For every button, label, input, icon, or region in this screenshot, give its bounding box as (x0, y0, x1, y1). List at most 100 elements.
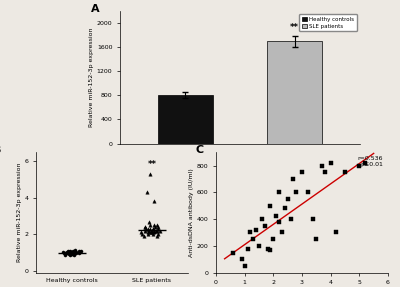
Text: B: B (0, 145, 2, 155)
Point (290, 177, 296, 181)
Point (284, 197, 291, 201)
Legend: Healthy controls, SLE patients: Healthy controls, SLE patients (299, 14, 357, 32)
Point (151, 199, 157, 204)
Point (151, 228, 157, 233)
Point (319, 163, 325, 168)
Point (154, 226, 161, 231)
Point (299, 170, 305, 174)
Bar (158, 96, 213, 144)
Point (153, 228, 159, 233)
Point (148, 230, 155, 235)
Point (68, 251, 74, 256)
Point (72, 247, 78, 252)
Text: C: C (195, 145, 204, 155)
Point (72, 251, 79, 256)
Point (273, 214, 279, 219)
Point (276, 190, 282, 195)
Point (259, 217, 265, 221)
Point (238, 257, 245, 261)
Point (154, 223, 161, 228)
Point (150, 226, 156, 231)
Point (147, 226, 153, 231)
Point (244, 246, 251, 251)
Point (66, 250, 72, 255)
Point (148, 230, 154, 235)
Point (146, 219, 152, 224)
Point (66, 250, 73, 255)
Point (154, 228, 160, 233)
Point (60, 251, 67, 256)
Point (362, 160, 368, 165)
Point (69, 252, 75, 257)
Y-axis label: Relative miR-152-3p expression: Relative miR-152-3p expression (16, 163, 22, 262)
Point (64, 249, 70, 254)
Point (147, 172, 154, 176)
Point (150, 232, 156, 236)
Point (138, 230, 144, 235)
Point (287, 217, 294, 221)
Point (155, 225, 161, 229)
Point (76, 250, 82, 255)
Point (70, 252, 77, 257)
Point (68, 250, 74, 255)
Point (68, 252, 74, 257)
Point (145, 230, 152, 235)
Point (282, 206, 288, 211)
Point (242, 264, 248, 268)
Point (145, 232, 152, 236)
Point (143, 226, 149, 231)
Point (60, 249, 66, 254)
Point (230, 250, 236, 255)
Point (156, 228, 163, 233)
Point (356, 163, 362, 168)
Point (333, 230, 340, 235)
Point (66, 253, 73, 258)
Point (253, 228, 259, 232)
Point (322, 170, 328, 174)
Point (150, 226, 156, 231)
Text: A: A (91, 3, 100, 13)
Point (310, 217, 317, 221)
Point (64, 250, 70, 255)
Point (62, 253, 68, 258)
Y-axis label: Anti-dsDNA antibody (IU/ml): Anti-dsDNA antibody (IU/ml) (189, 168, 194, 257)
Point (147, 223, 154, 228)
Point (71, 250, 78, 255)
Point (64, 249, 71, 253)
Point (66, 249, 72, 254)
Point (69, 249, 76, 254)
Point (153, 234, 160, 238)
Point (145, 226, 151, 231)
Point (270, 237, 276, 241)
Point (70, 252, 76, 257)
Point (144, 190, 150, 195)
Point (313, 237, 320, 241)
Text: **: ** (290, 24, 299, 32)
Point (279, 230, 285, 235)
Text: **: ** (148, 160, 156, 168)
Point (139, 232, 145, 236)
Point (152, 225, 159, 229)
Point (76, 249, 83, 254)
Point (62, 250, 68, 255)
Point (276, 220, 282, 224)
Point (66, 250, 72, 255)
Point (151, 230, 157, 235)
Point (247, 230, 254, 235)
Point (151, 223, 157, 228)
Point (66, 249, 73, 253)
Point (66, 252, 72, 257)
Point (304, 190, 311, 195)
Point (69, 249, 76, 253)
Point (264, 246, 271, 251)
Point (142, 225, 148, 229)
Point (267, 203, 274, 208)
Point (71, 253, 77, 258)
Point (73, 249, 79, 254)
Point (146, 228, 153, 233)
Point (67, 251, 74, 256)
Point (78, 249, 84, 253)
Point (328, 160, 334, 165)
Y-axis label: Relative miR-152-3p expression: Relative miR-152-3p expression (89, 28, 94, 127)
Point (148, 230, 154, 235)
